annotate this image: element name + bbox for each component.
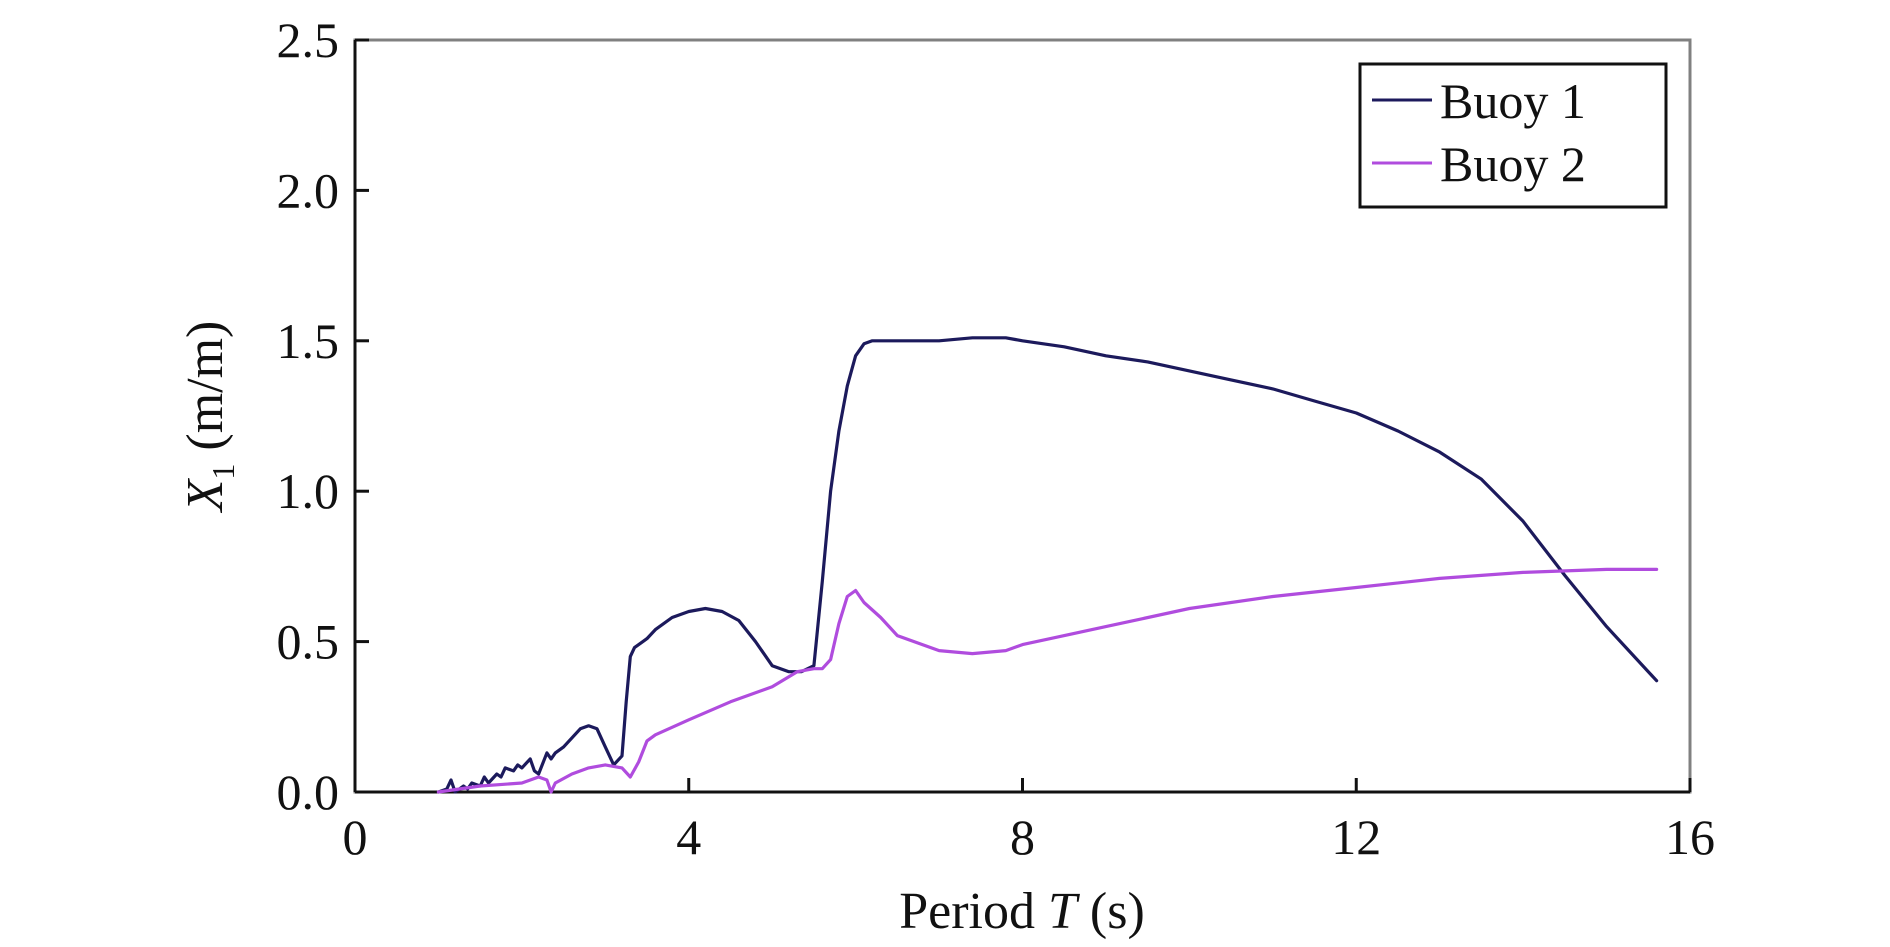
series-layer xyxy=(436,336,1659,794)
series-line-buoy-1 xyxy=(436,336,1659,794)
y-tick-label: 2.5 xyxy=(277,12,340,68)
x-tick-label: 16 xyxy=(1665,809,1715,865)
y-tick-label: 0.0 xyxy=(277,764,340,820)
x-axis-title-prefix: Period xyxy=(899,883,1048,940)
y-axis-title-sub: 1 xyxy=(205,464,241,480)
x-tick-label: 0 xyxy=(343,809,368,865)
y-axis-title-var: X xyxy=(177,477,234,513)
y-axis-ticks: 0.0 0.5 1.0 1.5 2.0 2.5 xyxy=(277,12,369,820)
series-line-buoy-2 xyxy=(436,567,1659,794)
legend-label-buoy-1: Buoy 1 xyxy=(1440,73,1586,129)
x-axis-title: Period T (s) xyxy=(899,883,1145,940)
x-tick-label: 8 xyxy=(1010,809,1035,865)
y-tick-label: 1.5 xyxy=(277,313,340,369)
x-tick-label: 12 xyxy=(1331,809,1381,865)
legend-box xyxy=(1358,62,1668,209)
x-axis-ticks: 0 4 8 12 16 xyxy=(343,778,1715,865)
x-axis-title-var: T xyxy=(1048,883,1080,940)
y-axis-title: X1 (m/m) xyxy=(177,321,241,514)
y-tick-label: 0.5 xyxy=(277,614,340,670)
legend-label-buoy-2: Buoy 2 xyxy=(1440,136,1586,192)
y-axis-title-suffix: (m/m) xyxy=(177,321,234,464)
legend: Buoy 1 Buoy 2 xyxy=(1358,62,1668,209)
y-tick-label: 1.0 xyxy=(277,463,340,519)
y-tick-label: 2.0 xyxy=(277,162,340,218)
x-axis-title-suffix: (s) xyxy=(1077,883,1145,940)
x-tick-label: 4 xyxy=(676,809,701,865)
